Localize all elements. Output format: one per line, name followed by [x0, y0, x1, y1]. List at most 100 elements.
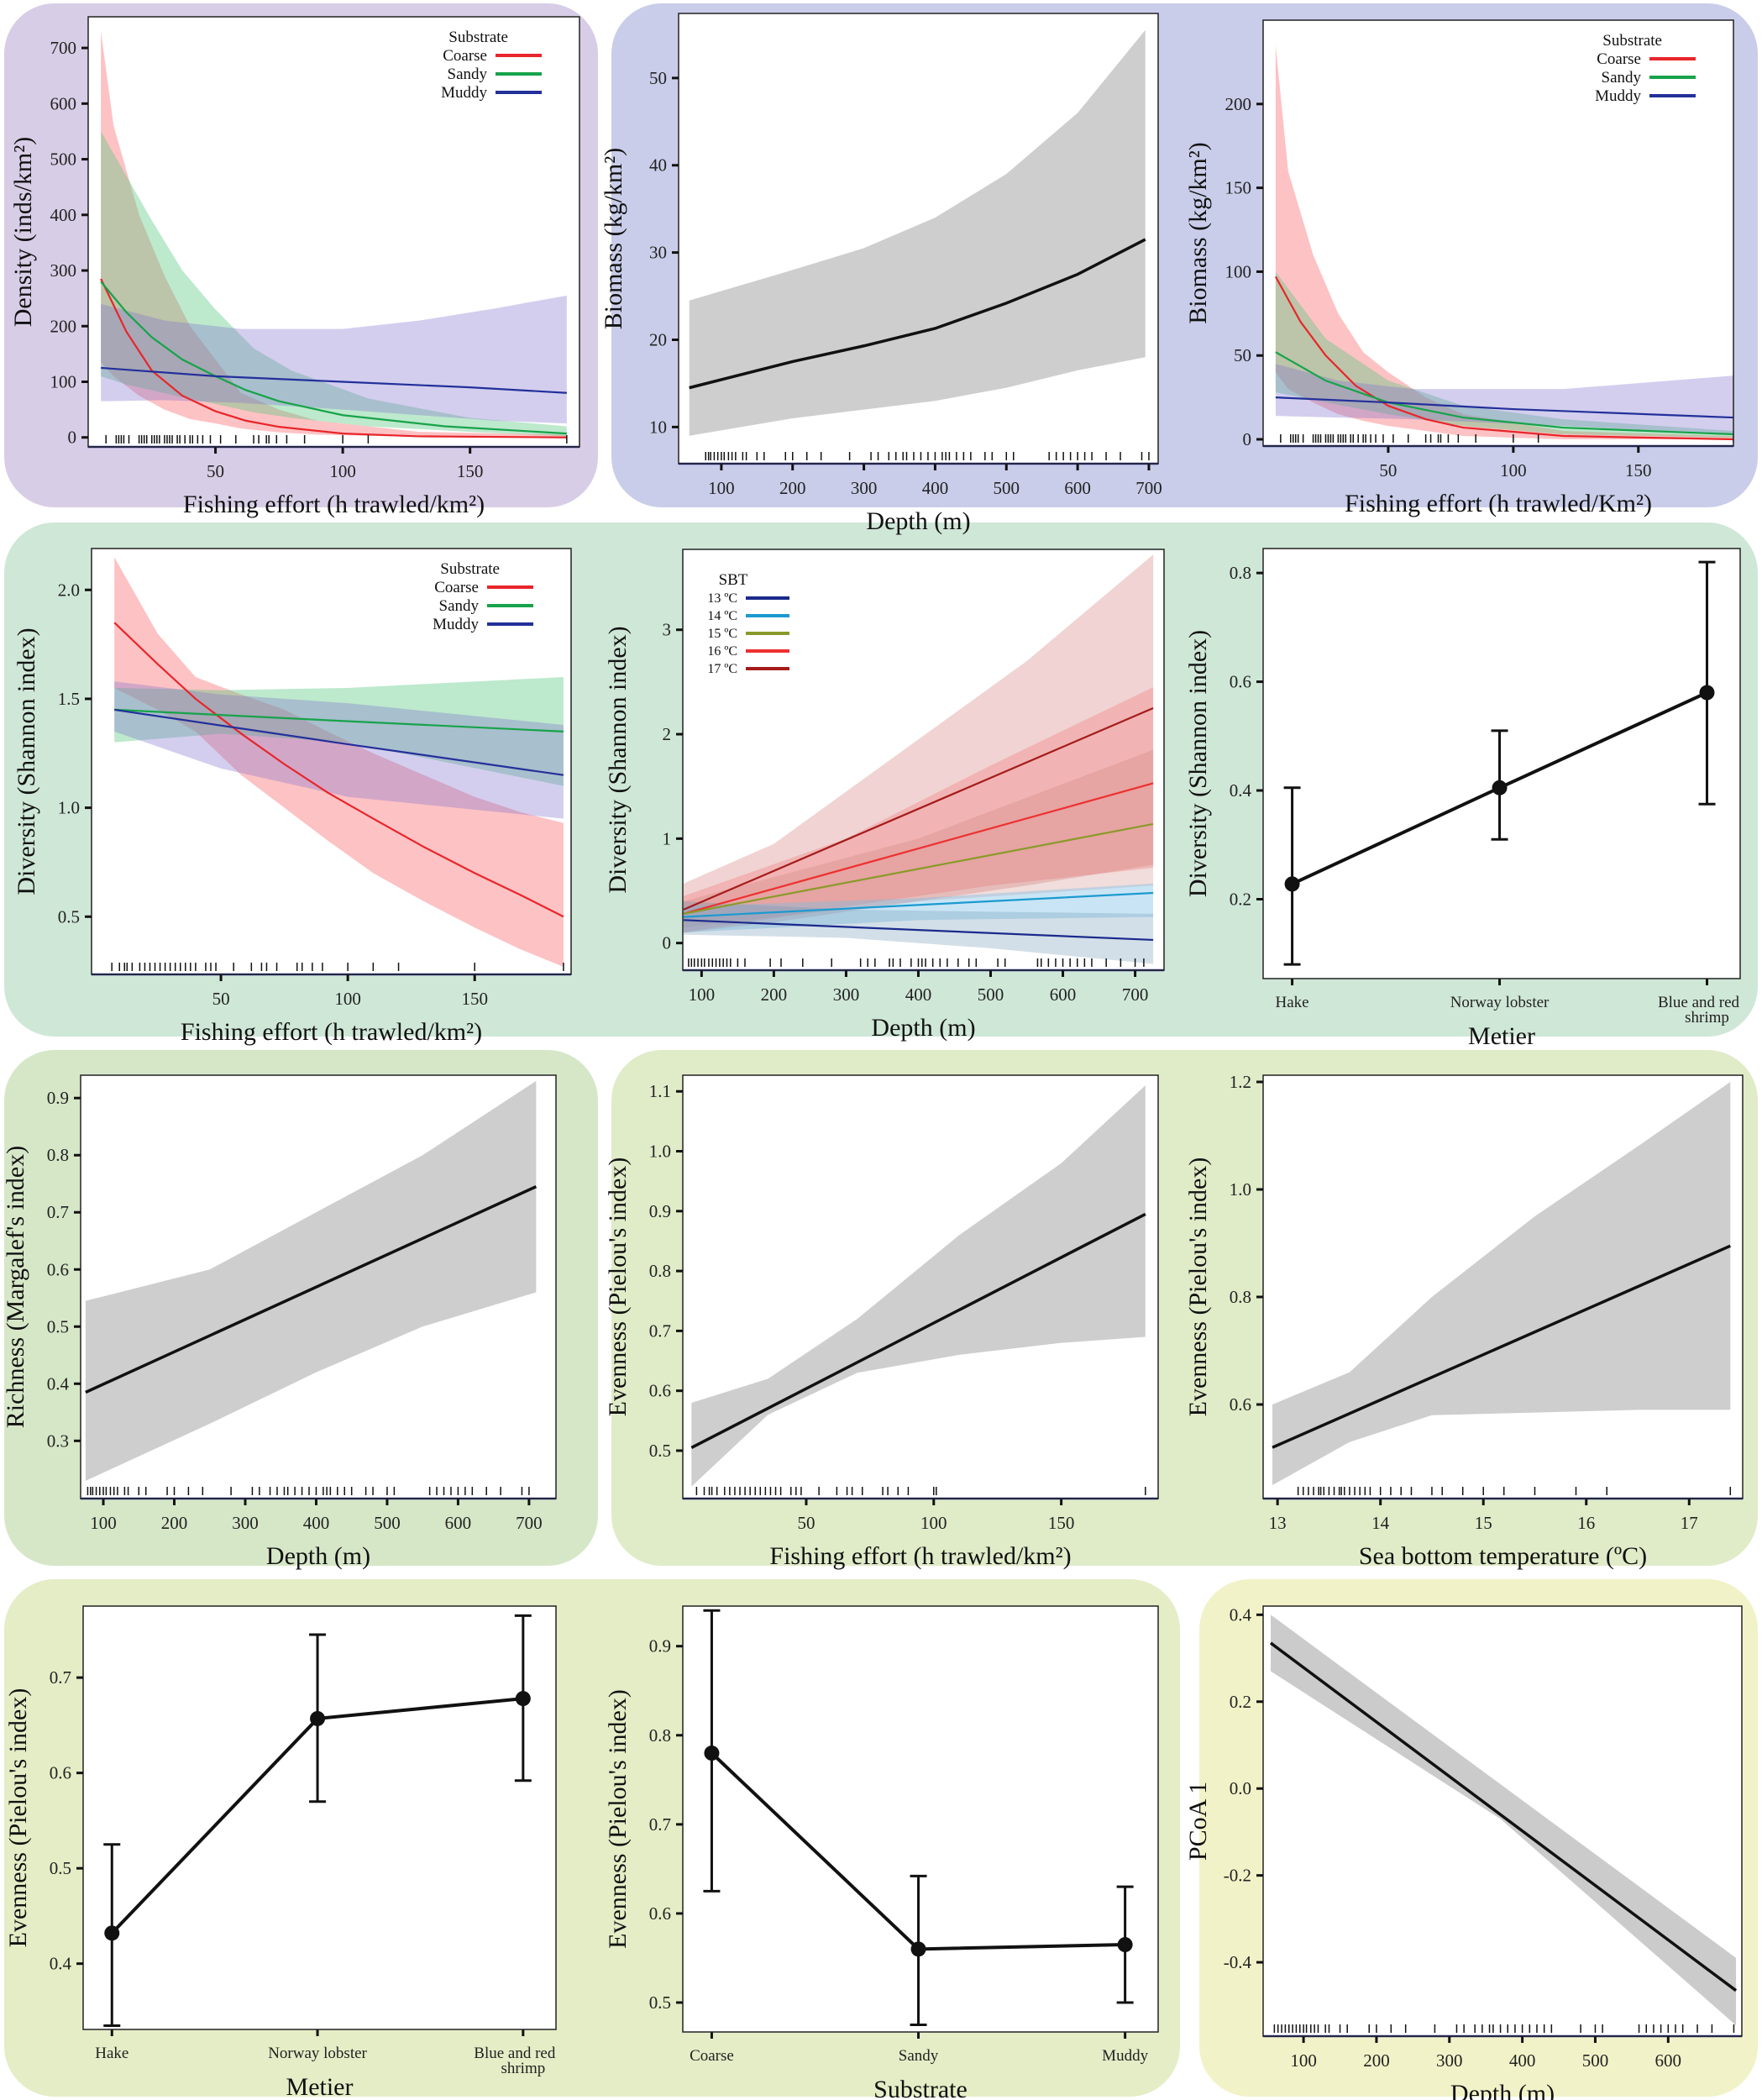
y-axis-title: Diversity (Shannon index)	[604, 626, 632, 893]
chart-5: Hake Norway lobster Blue and red shrimp 0.2 0…	[1184, 548, 1741, 1050]
plot-content	[100, 31, 568, 444]
y-tick-label: 0.8	[47, 1145, 69, 1165]
x-tick-label: 700	[1135, 478, 1162, 498]
series-line-2	[1275, 396, 1733, 419]
x-tick-label: 400	[922, 478, 949, 498]
plot-area	[683, 1606, 1158, 2032]
series-line-1	[683, 782, 1154, 915]
y-axis-title: PCoA 1	[1184, 1782, 1212, 1861]
y-tick-label: 2.0	[58, 580, 80, 600]
label-line: shrimp	[501, 2060, 545, 2077]
series-line-2	[101, 366, 567, 394]
confidence-band-0	[691, 1085, 1146, 1487]
plot-frame	[682, 1074, 1159, 1499]
x-tick-label: 600	[1064, 478, 1091, 498]
legend-label: Sandy	[448, 66, 488, 83]
confidence-band-1	[1275, 271, 1733, 438]
y-tick-label: 0.6	[1230, 1394, 1251, 1415]
plot-frame	[678, 13, 1159, 465]
x-tick-label: 200	[161, 1513, 188, 1533]
x-tick-label: 300	[833, 984, 860, 1005]
x-tick-label: 700	[516, 1513, 543, 1533]
y-tick-label: 50	[1234, 345, 1251, 365]
x-category-label: Hake	[95, 2045, 128, 2062]
plot-content	[85, 1080, 538, 1495]
x-tick-label: 500	[994, 478, 1020, 498]
series-line-0	[85, 1185, 538, 1394]
y-tick-label: 0.4	[50, 1954, 72, 1974]
y-axis-title: Density (inds/km²)	[9, 137, 37, 327]
legend-label: Muddy	[1595, 87, 1641, 105]
y-tick-label: 0.3	[47, 1431, 69, 1451]
x-category-label: Blue and red shrimp	[474, 2045, 556, 2077]
series-line-1	[1275, 351, 1733, 436]
y-axis-title: Diversity (Shannon index)	[13, 627, 40, 895]
confidence-band-0	[1271, 1614, 1737, 2026]
chart-8: 13 14 15 16 17 0.6 0.8 1.0 1.2 Sea bottom tempera…	[1184, 1072, 1744, 1570]
x-tick-label: 14	[1371, 1513, 1390, 1533]
y-tick-label: -0.2	[1224, 1866, 1251, 1886]
y-tick-label: 600	[50, 93, 77, 113]
mean-point	[910, 1941, 926, 1957]
y-tick-label: 1.0	[58, 798, 80, 818]
series-line-1	[114, 708, 564, 732]
x-category-label: Muddy	[1102, 2047, 1148, 2065]
x-tick-label: 100	[689, 984, 716, 1005]
y-tick-label: 0.6	[50, 1763, 71, 1783]
x-axis-title: Fishing effort (h trawled/Km²)	[1345, 490, 1652, 517]
chart-9: Hake Norway lobster Blue and red shrimp 0.4 0…	[4, 1605, 557, 2100]
plot-content	[703, 1609, 1134, 2027]
legend-label: Coarse	[434, 579, 479, 596]
label-line: Blue and red	[1658, 994, 1740, 1011]
y-tick-label: 1.5	[58, 689, 80, 709]
x-tick-label: 100	[1500, 460, 1527, 480]
x-tick-label: 400	[303, 1513, 330, 1533]
y-tick-label: 30	[649, 243, 667, 263]
legend-title: Substrate	[1602, 32, 1662, 50]
series-line-0	[100, 278, 567, 438]
plot-frame	[1262, 1074, 1744, 1499]
plot-area	[1263, 549, 1740, 979]
legend-label: Coarse	[443, 47, 487, 65]
y-axis-title: Biomass (kg/km²)	[600, 148, 627, 330]
x-tick-label: 15	[1475, 1513, 1492, 1533]
y-tick-label: 200	[50, 316, 77, 336]
y-tick-label: 0.7	[649, 1814, 671, 1835]
x-tick-label: 13	[1269, 1513, 1287, 1533]
series-line-4	[683, 919, 1154, 942]
series-line-0	[113, 622, 564, 918]
confidence-band-1	[683, 687, 1154, 933]
x-tick-label: 150	[1625, 460, 1652, 480]
y-tick-label: 0.5	[50, 1858, 71, 1878]
x-tick-label: 100	[90, 1513, 117, 1533]
plot-content	[689, 29, 1150, 460]
x-tick-label: 100	[1290, 2050, 1317, 2071]
y-tick-label: 0.5	[649, 1992, 671, 2013]
x-axis-title: Substrate	[873, 2076, 968, 2100]
y-tick-label: 2	[663, 724, 672, 744]
legend-title: Substrate	[448, 29, 508, 46]
x-category-label: Norway lobster	[1450, 994, 1550, 1011]
y-axis-title: Diversity (Shannon index)	[1184, 630, 1212, 897]
y-tick-label: 0.7	[47, 1202, 69, 1222]
series-line-0	[1272, 1244, 1732, 1449]
mean-point	[1117, 1937, 1133, 1953]
y-axis-title: Evenness (Pielou's index)	[604, 1689, 632, 1949]
chart-2: 50 100 150 0 50 100 150 200 Fishing effort (h tr…	[1184, 19, 1734, 517]
x-axis-title: Fishing effort (h trawled/km²)	[769, 1542, 1071, 1570]
plot-content	[1283, 560, 1716, 966]
y-tick-label: 400	[50, 205, 77, 225]
y-tick-label: 100	[1225, 261, 1252, 281]
y-tick-label: 1.0	[649, 1142, 671, 1162]
plot-frame	[1262, 1605, 1743, 2037]
series-line-2	[683, 822, 1154, 915]
x-axis-title: Metier	[1468, 1022, 1535, 1050]
x-axis-title: Depth (m)	[866, 507, 970, 535]
y-tick-label: 0.7	[50, 1667, 71, 1688]
y-tick-label: 0.8	[1230, 1287, 1251, 1307]
y-tick-label: 100	[50, 372, 77, 392]
chart-11: 100 200 300 400 500 600 -0.4 -0.2 0.0 0.2 0.4 Depth…	[1184, 1604, 1743, 2100]
plot-area	[83, 1606, 556, 2029]
y-axis-title: Biomass (kg/km²)	[1184, 142, 1212, 324]
